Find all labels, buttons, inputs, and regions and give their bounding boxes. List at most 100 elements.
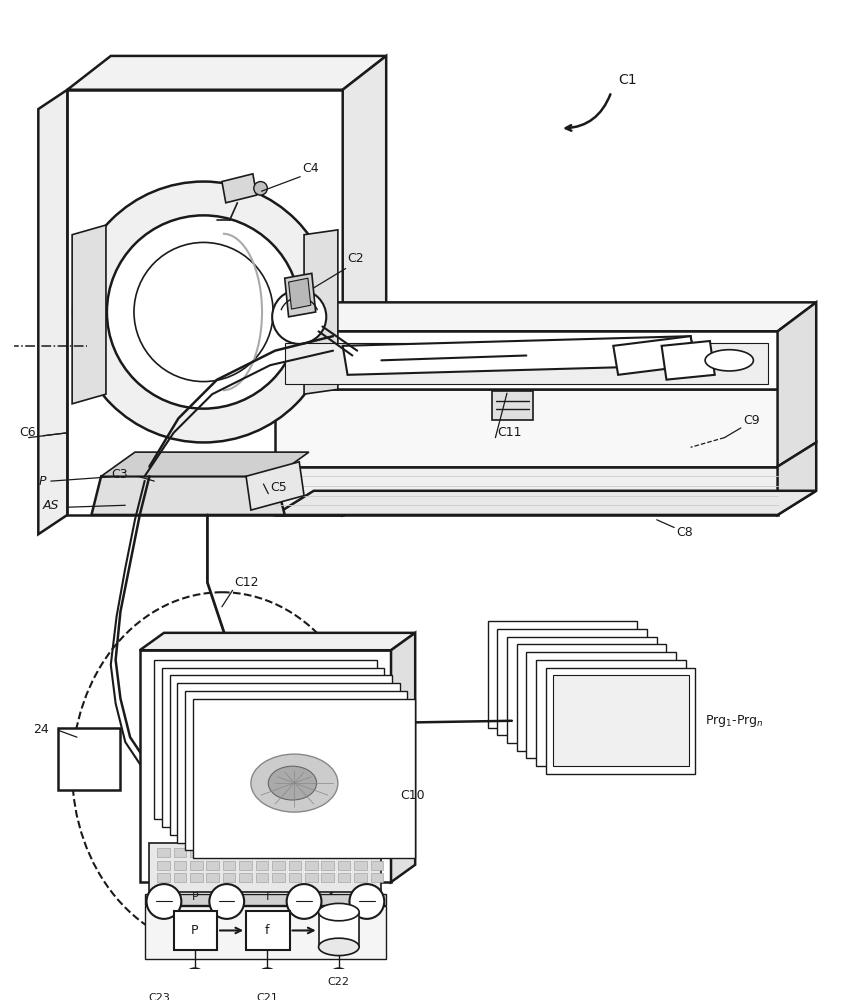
Text: C12: C12	[235, 576, 259, 589]
Polygon shape	[288, 278, 311, 309]
Bar	[321, 873, 334, 882]
Polygon shape	[526, 652, 676, 758]
Circle shape	[134, 242, 273, 382]
Polygon shape	[285, 343, 768, 384]
Bar	[305, 848, 318, 857]
Bar	[338, 848, 351, 857]
Bar	[493, 391, 533, 420]
Polygon shape	[154, 660, 377, 819]
Bar	[157, 873, 170, 882]
Text: Prg$_1$-Prg$_n$: Prg$_1$-Prg$_n$	[705, 713, 764, 729]
Bar	[206, 873, 219, 882]
Circle shape	[350, 884, 384, 919]
Circle shape	[107, 215, 300, 409]
Polygon shape	[613, 336, 696, 375]
Bar	[354, 848, 367, 857]
Circle shape	[209, 884, 244, 919]
Bar	[240, 861, 251, 870]
Text: C21: C21	[257, 993, 278, 1000]
Polygon shape	[246, 462, 304, 510]
Bar	[272, 873, 285, 882]
Ellipse shape	[705, 350, 754, 371]
Polygon shape	[497, 629, 647, 735]
Bar	[157, 848, 170, 857]
Text: C4: C4	[302, 162, 319, 175]
Bar	[371, 848, 383, 857]
Text: P: P	[191, 924, 198, 937]
Bar	[272, 861, 285, 870]
Bar	[321, 848, 334, 857]
Polygon shape	[185, 691, 407, 850]
Text: C5: C5	[270, 481, 287, 494]
Text: AS: AS	[43, 499, 60, 512]
Text: P: P	[39, 475, 45, 488]
Bar	[354, 873, 367, 882]
Bar	[190, 873, 203, 882]
Ellipse shape	[268, 766, 316, 800]
Polygon shape	[343, 56, 386, 515]
Polygon shape	[285, 273, 315, 317]
Polygon shape	[391, 633, 415, 882]
Polygon shape	[39, 90, 67, 534]
Polygon shape	[101, 452, 309, 476]
Polygon shape	[275, 302, 817, 331]
Circle shape	[73, 182, 334, 442]
Polygon shape	[67, 90, 343, 515]
Text: C23: C23	[148, 993, 170, 1000]
Bar	[272, 848, 285, 857]
Polygon shape	[507, 637, 657, 743]
Polygon shape	[170, 675, 392, 835]
Polygon shape	[778, 302, 817, 467]
Bar	[256, 861, 268, 870]
Polygon shape	[546, 668, 696, 774]
Text: C1: C1	[618, 73, 637, 87]
Bar	[173, 873, 186, 882]
Bar	[173, 848, 186, 857]
Bar	[157, 861, 170, 870]
Polygon shape	[488, 621, 637, 728]
Polygon shape	[275, 389, 778, 467]
Bar	[190, 848, 203, 857]
Bar	[321, 861, 334, 870]
Bar	[223, 848, 235, 857]
Bar	[371, 861, 383, 870]
Polygon shape	[536, 660, 685, 766]
Bar	[190, 861, 203, 870]
Bar	[305, 873, 318, 882]
Text: P: P	[192, 892, 198, 902]
Bar	[288, 873, 301, 882]
Bar	[206, 848, 219, 857]
Polygon shape	[516, 644, 666, 751]
Polygon shape	[778, 442, 817, 515]
Polygon shape	[275, 467, 778, 515]
Polygon shape	[140, 633, 415, 650]
Ellipse shape	[319, 903, 359, 921]
Circle shape	[257, 968, 278, 989]
Polygon shape	[662, 341, 715, 380]
Bar	[58, 728, 120, 790]
Circle shape	[146, 884, 182, 919]
Bar	[553, 675, 689, 766]
Bar	[173, 861, 186, 870]
Text: C22: C22	[328, 977, 350, 987]
Polygon shape	[92, 476, 285, 515]
Bar	[288, 848, 301, 857]
Text: C10: C10	[400, 789, 426, 802]
Circle shape	[328, 968, 350, 989]
Polygon shape	[343, 336, 696, 375]
Bar	[206, 861, 219, 870]
Polygon shape	[140, 650, 391, 882]
Polygon shape	[275, 491, 817, 515]
Circle shape	[287, 884, 321, 919]
Bar	[145, 906, 386, 959]
Text: f: f	[265, 892, 269, 902]
Bar	[240, 848, 251, 857]
Text: C3: C3	[111, 468, 128, 481]
Text: f: f	[265, 924, 270, 937]
Bar	[246, 911, 289, 950]
Bar	[338, 861, 351, 870]
Bar	[256, 848, 268, 857]
Bar	[319, 912, 359, 947]
Bar	[223, 861, 235, 870]
Circle shape	[184, 968, 205, 989]
